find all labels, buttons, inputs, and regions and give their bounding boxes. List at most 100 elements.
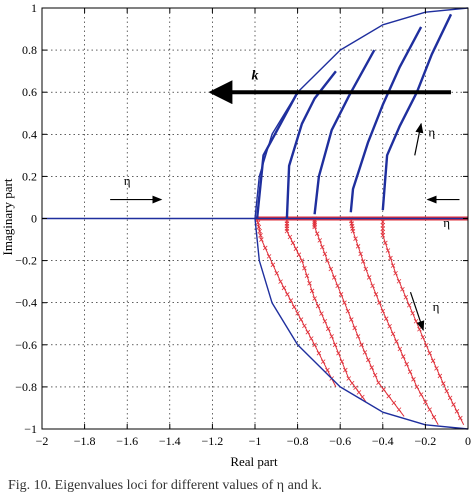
lower-branch-marker [312, 222, 317, 228]
lower-branch-marker [366, 357, 371, 363]
lower-branch-marker [305, 329, 311, 335]
x-tick-label: −0.2 [415, 434, 437, 448]
lower-branch-marker [417, 326, 422, 332]
lower-branch-marker [410, 310, 415, 316]
lower-branch-marker [397, 346, 403, 352]
lower-branch-marker [257, 228, 262, 234]
lower-branch-marker [427, 350, 432, 356]
lower-branch-marker [355, 244, 361, 249]
lower-branch-marker [411, 377, 416, 382]
lower-branch-marker [266, 254, 272, 259]
lower-branch-marker [360, 259, 366, 264]
y-tick-label: 0.8 [22, 43, 37, 57]
lower-branch-marker [338, 291, 344, 297]
lower-branch-marker [312, 296, 317, 301]
lower-branch-marker [312, 224, 317, 230]
y-tick-label: 0.6 [22, 85, 37, 99]
lower-branch-marker [406, 302, 412, 308]
boundary-lower [254, 218, 469, 430]
lower-branch-marker [358, 251, 363, 257]
lower-branch-marker [423, 399, 428, 405]
x-tick-label: −0.8 [287, 434, 309, 448]
lower-branch-marker [278, 279, 283, 284]
lower-branch-marker [360, 394, 365, 400]
lower-branch-marker [353, 236, 358, 241]
lower-branch-marker [423, 342, 429, 348]
upper-branch-3 [313, 49, 376, 215]
lower-branch-marker [407, 369, 413, 375]
upper-branch-2 [285, 70, 337, 219]
lower-branch-marker [335, 283, 340, 289]
lower-branch-marker [390, 263, 396, 268]
lower-branch-marker [400, 286, 405, 292]
lower-branch-marker [346, 376, 352, 381]
lower-branch-marker [380, 219, 386, 225]
y-tick-label: −0.8 [15, 380, 37, 394]
lower-branch-marker [332, 342, 338, 348]
lower-branch-marker [291, 304, 297, 310]
lower-branch-marker [258, 233, 263, 238]
upper-branch-4 [349, 26, 423, 213]
lower-branch-marker [288, 298, 294, 303]
lower-branch-marker [444, 388, 449, 394]
lower-branch-marker [390, 331, 396, 337]
x-tick-label: −0.4 [372, 434, 394, 448]
lower-branch-line-3 [314, 218, 405, 417]
eta-annotation-1: η [124, 173, 131, 188]
lower-branch-marker [377, 300, 382, 305]
lower-branch-line-1 [256, 218, 337, 388]
lower-branch-marker [388, 255, 393, 261]
lower-branch-marker [430, 358, 436, 364]
lower-branch-marker [328, 266, 334, 272]
lower-branch-marker [307, 281, 312, 286]
lower-branch-marker [336, 350, 341, 356]
lower-branch-marker [394, 339, 399, 344]
lower-branch-marker [427, 407, 432, 412]
lower-branch-marker [290, 240, 296, 246]
lower-branch-marker [349, 380, 355, 386]
lower-branch-marker [322, 251, 328, 257]
lower-branch-marker [312, 342, 317, 348]
lower-branch-marker [447, 395, 453, 401]
lower-branch-marker [381, 387, 386, 392]
lower-branch-marker [434, 366, 439, 371]
y-tick-label: −0.6 [15, 338, 37, 352]
lower-branch-marker [331, 275, 337, 280]
lower-branch-marker [309, 288, 315, 294]
lower-branch-marker [319, 311, 324, 316]
lower-branch-marker [403, 294, 409, 300]
lower-branch-marker [325, 367, 330, 373]
lower-branch-marker [391, 400, 397, 406]
y-axis-label: Imaginary part [0, 178, 15, 255]
lower-branch-marker [353, 385, 358, 391]
lower-branch-line-5 [382, 218, 465, 426]
lower-branch-marker [396, 278, 402, 284]
x-tick-label: −1 [249, 434, 262, 448]
lower-branch-marker [329, 334, 334, 339]
lower-branch-marker [352, 325, 357, 331]
x-axis-label: Real part [230, 454, 278, 469]
lower-branch-marker [362, 350, 368, 355]
lower-branch-marker [274, 270, 280, 276]
figure-caption: Fig. 10. Eigenvalues loci for different … [8, 478, 322, 493]
y-tick-label: 0.2 [22, 169, 37, 183]
y-tick-label: −1 [24, 422, 37, 436]
lower-branch-marker [308, 336, 314, 341]
lower-branch-marker [348, 317, 354, 322]
lower-branch-marker [343, 367, 348, 373]
lower-branch-marker [314, 231, 320, 236]
lower-branch-marker [373, 291, 379, 297]
x-tick-label: −1.6 [116, 434, 138, 448]
y-tick-label: 0 [31, 212, 37, 226]
x-tick-label: −1.4 [159, 434, 181, 448]
lower-branch-marker [259, 237, 264, 242]
lower-branch-marker [312, 221, 317, 226]
lower-branch-marker [322, 318, 328, 324]
lower-branch-marker [320, 359, 326, 364]
lower-branch-marker [437, 373, 443, 379]
lower-branch-marker [256, 224, 262, 230]
lower-branch-marker [284, 228, 290, 234]
lower-branch-marker [356, 390, 362, 395]
lower-branch-marker [312, 219, 317, 225]
lower-branch-marker [304, 273, 310, 279]
